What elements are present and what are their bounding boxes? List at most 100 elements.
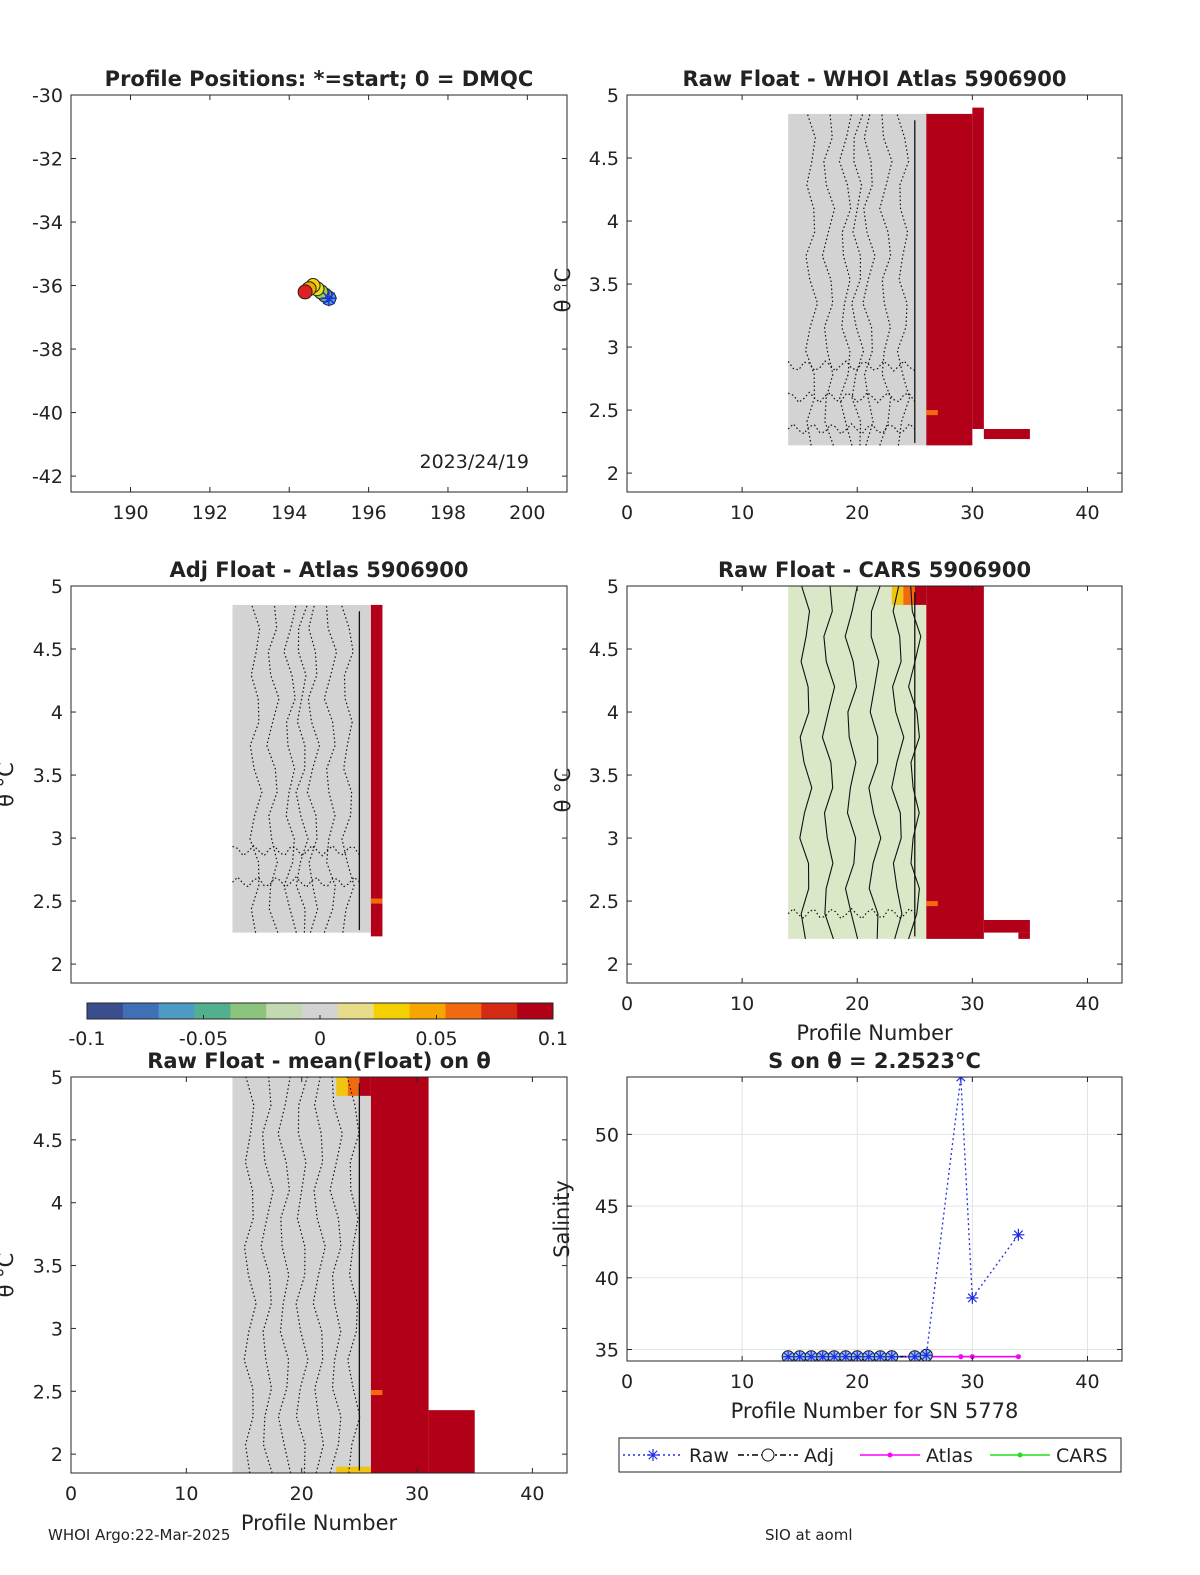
raw-point — [875, 1352, 885, 1361]
raw-point — [806, 1352, 816, 1361]
axes-frame — [626, 585, 1123, 984]
raw-point — [818, 1352, 828, 1361]
y-tick-label: 3.5 — [589, 274, 619, 296]
x-tick-label: 30 — [960, 993, 984, 1015]
y-tick-label: 4 — [51, 702, 63, 724]
panel-positions: 2023/24/19 190 192 194 196 198 200 -30 -32 -34 -36… — [32, 67, 568, 524]
y-tick-label: 2.5 — [33, 1381, 63, 1403]
plot-area — [297, 278, 337, 307]
contour-line — [799, 586, 813, 939]
plot-area — [627, 1077, 1122, 1361]
heatmap-cell — [370, 1077, 429, 1473]
x-tick-label: 190 — [112, 502, 148, 524]
contour-line — [283, 604, 297, 933]
contour-line — [295, 1077, 309, 1473]
contour-line — [821, 586, 836, 940]
x-tick-label: 10 — [174, 1483, 198, 1505]
heatmap-cell — [359, 1077, 371, 1096]
contour-line — [232, 844, 360, 857]
heatmap-cell — [891, 586, 904, 605]
panel-title: Adj Float - Atlas 5906900 — [169, 558, 468, 582]
x-tick-label: 40 — [1075, 1371, 1099, 1393]
y-tick-label: 3 — [607, 828, 619, 850]
contour-line — [277, 1077, 292, 1473]
y-tick-label: 4 — [51, 1193, 63, 1215]
x-tick-label: 30 — [960, 502, 984, 524]
y-tick-label: 3 — [607, 337, 619, 359]
contour-line — [306, 604, 321, 933]
x-axis-label: Profile Number — [241, 1511, 398, 1535]
y-axis-label: θ °C — [0, 1253, 18, 1298]
panel-salinity: Raw Adj Atlas CARS 0 10 20 30 40 35 40 45 50 S on θ =… — [550, 1049, 1123, 1473]
legend-marker — [887, 1452, 893, 1458]
colorbar-swatch — [122, 1003, 160, 1019]
heatmap-cell — [370, 1390, 383, 1396]
x-tick-label: 196 — [350, 502, 386, 524]
heatmap-cell — [914, 586, 927, 605]
y-tick-label: 2.5 — [589, 891, 619, 913]
panel-raw-cars: 0 10 20 30 40 2 2.5 3 3.5 4 4.5 5 Raw Float - CARS 5… — [589, 558, 1123, 1045]
colorbar-tick-label: 0.05 — [415, 1028, 457, 1050]
colorbar-tick-label: -0.1 — [68, 1028, 105, 1050]
raw-point — [921, 1350, 931, 1360]
axes-frame — [70, 585, 568, 984]
y-tick-label: 2.5 — [33, 891, 63, 913]
footer-left: WHOI Argo:22-Mar-2025 — [48, 1526, 230, 1544]
x-axis-label: Profile Number for SN 5778 — [731, 1399, 1019, 1423]
colorbar: -0.1 -0.05 0 0.05 0.1 — [68, 1002, 568, 1050]
colorbar-swatch — [409, 1003, 446, 1019]
y-tick-label: 4 — [607, 702, 619, 724]
x-tick-label: 194 — [271, 502, 307, 524]
panel-title: Profile Positions: *=start; 0 = DMQC — [105, 67, 534, 91]
heatmap-cell — [336, 1466, 371, 1473]
clipped-y-label: θ °C — [551, 268, 575, 313]
panel-adj-atlas: 2 2.5 3 3.5 4 4.5 5 Adj Float - Atlas 5906900 θ … — [0, 558, 568, 984]
legend-label-cars: CARS — [1056, 1445, 1108, 1467]
contour-line — [862, 113, 876, 446]
x-tick-label: 10 — [730, 502, 754, 524]
x-tick-label: 192 — [192, 502, 228, 524]
contour-line — [787, 360, 916, 372]
raw-point — [864, 1352, 874, 1361]
y-tick-label: -30 — [32, 85, 63, 107]
contour-line — [891, 586, 905, 940]
plot-area — [232, 1077, 475, 1473]
legend-marker — [761, 1448, 775, 1462]
atlas-point — [958, 1354, 964, 1360]
colorbar-swatch — [230, 1003, 267, 1019]
raw-point — [959, 1077, 966, 1082]
y-tick-label: 50 — [595, 1124, 619, 1146]
heatmap-cell — [788, 586, 927, 939]
contour-line — [879, 113, 893, 446]
y-tick-label: 5 — [51, 576, 63, 598]
legend-marker — [648, 1450, 658, 1460]
x-tick-label: 198 — [430, 502, 466, 524]
raw-point — [795, 1352, 805, 1361]
y-tick-label: 40 — [595, 1268, 619, 1290]
y-tick-label: 4.5 — [589, 639, 619, 661]
y-tick-label: -34 — [32, 212, 63, 234]
footer-right: SIO at aoml — [765, 1526, 853, 1544]
panel-title: Raw Float - CARS 5906900 — [718, 558, 1031, 582]
plot-area — [787, 107, 1030, 446]
colorbar-swatch — [373, 1003, 411, 1019]
axes-frame — [70, 94, 568, 493]
y-tick-label: 3 — [51, 828, 63, 850]
y-tick-label: -38 — [32, 339, 63, 361]
y-tick-label: -40 — [32, 403, 63, 425]
x-tick-label: 0 — [621, 502, 633, 524]
x-tick-label: 20 — [845, 1371, 869, 1393]
atlas-point — [1015, 1354, 1021, 1360]
y-tick-label: 4.5 — [33, 1130, 63, 1152]
y-tick-label: 4.5 — [589, 148, 619, 170]
x-tick-label: 20 — [290, 1483, 314, 1505]
x-tick-label: 40 — [1075, 502, 1099, 524]
heatmap-cell — [926, 410, 938, 416]
contour-line — [844, 586, 859, 940]
colorbar-swatch — [445, 1003, 482, 1019]
contour-line — [821, 113, 836, 446]
panel-title: Raw Float - WHOI Atlas 5906900 — [682, 67, 1066, 91]
heatmap-cell — [926, 113, 973, 446]
heatmap-cell — [232, 604, 371, 933]
